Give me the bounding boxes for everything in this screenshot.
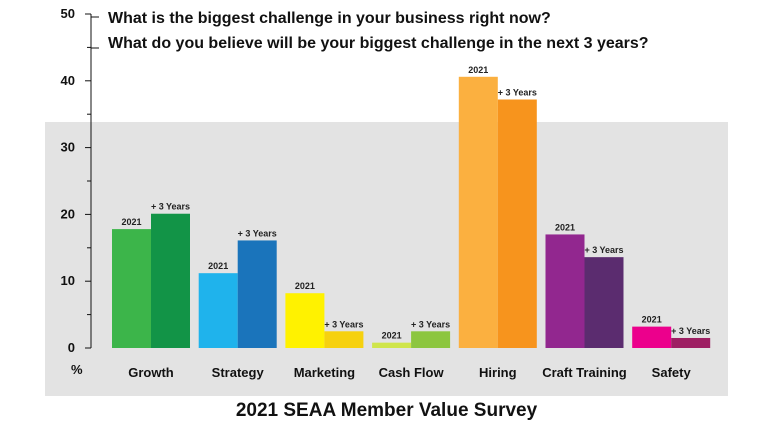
bar-label-hiring-3-years: + 3 Years (498, 88, 537, 98)
bar-cash-flow-2021 (372, 342, 412, 348)
bar-label-craft-training-3-years: + 3 Years (584, 245, 623, 255)
bar-hiring-2021 (458, 76, 498, 349)
bar-label-marketing-2021: 2021 (295, 281, 315, 291)
y-axis: 0 10 20 30 40 50 (61, 6, 92, 355)
y-tick-label-20: 20 (61, 206, 75, 221)
category-label-growth: Growth (128, 365, 174, 380)
bar-label-growth-3-years: + 3 Years (151, 202, 190, 212)
category-label-craft-training: Craft Training (542, 365, 627, 380)
y-axis-unit-label: % (71, 362, 83, 377)
category-label-hiring: Hiring (479, 365, 517, 380)
bar-growth-2021 (112, 229, 151, 348)
bar-label-cash-flow-2021: 2021 (382, 331, 402, 341)
chart-title: 2021 SEAA Member Value Survey (235, 400, 538, 421)
y-tick-label-10: 10 (61, 273, 75, 288)
bar-label-strategy-3-years: + 3 Years (238, 228, 277, 238)
bar-label-strategy-2021: 2021 (208, 261, 228, 271)
bar-label-cash-flow-3-years: + 3 Years (411, 319, 450, 329)
question-next-3-years: What do you believe will be your biggest… (108, 35, 649, 52)
bar-safety-2021 (632, 326, 672, 348)
bar-safety-3-years (671, 337, 711, 348)
category-label-strategy: Strategy (212, 365, 265, 380)
bar-strategy-3-years (237, 240, 277, 348)
bars: 2021 + 3 Years Growth 2021 + 3 Years Strategy… (112, 65, 710, 380)
bar-strategy-2021 (198, 273, 238, 348)
bar-label-safety-3-years: + 3 Years (671, 326, 710, 336)
y-tick-label-0: 0 (68, 340, 75, 355)
category-label-marketing: Marketing (294, 365, 355, 380)
bar-label-marketing-3-years: + 3 Years (324, 319, 363, 329)
bar-label-craft-training-2021: 2021 (555, 222, 575, 232)
bar-craft-training-2021 (545, 234, 585, 348)
category-label-cash-flow: Cash Flow (379, 365, 445, 380)
y-tick-label-50: 50 (61, 6, 75, 21)
bar-label-hiring-2021: 2021 (468, 65, 488, 75)
bar-cash-flow-3-years (411, 331, 451, 348)
question-current: What is the biggest challenge in your bu… (108, 10, 551, 27)
bar-craft-training-3-years (584, 257, 624, 348)
bar-marketing-2021 (285, 293, 325, 348)
bar-label-growth-2021: 2021 (121, 217, 141, 227)
bar-hiring-3-years (497, 99, 537, 348)
y-tick-label-30: 30 (61, 140, 75, 155)
bar-marketing-3-years (324, 331, 364, 348)
bar-label-safety-2021: 2021 (642, 315, 662, 325)
bar-growth-3-years (151, 213, 190, 348)
legend: What is the biggest challenge in your bu… (91, 10, 649, 52)
y-tick-label-40: 40 (61, 73, 75, 88)
category-label-safety: Safety (652, 365, 692, 380)
